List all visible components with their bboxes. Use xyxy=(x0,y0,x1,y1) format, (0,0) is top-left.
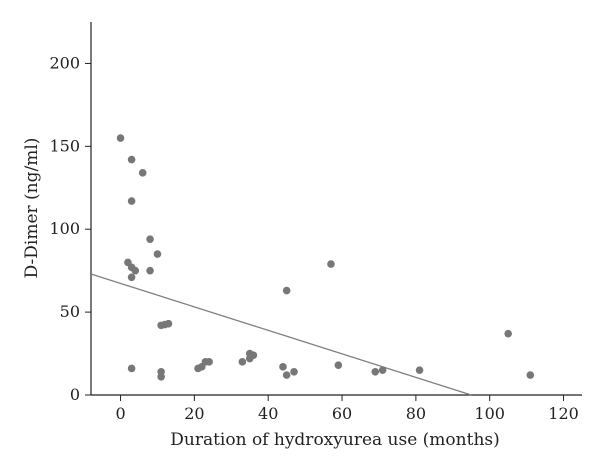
data-point xyxy=(371,367,380,376)
data-point xyxy=(164,319,173,328)
data-point xyxy=(290,367,298,376)
y-tick-label: 100 xyxy=(49,219,80,238)
x-tick-label: 60 xyxy=(332,404,352,423)
y-axis-title: D-Dimer (ng/ml) xyxy=(22,138,42,279)
y-ticks: 0 50 100 150 200 xyxy=(49,53,91,404)
data-point xyxy=(249,351,258,360)
data-points xyxy=(116,134,535,381)
data-point xyxy=(205,358,213,366)
x-tick-label: 80 xyxy=(406,404,426,423)
y-tick-label: 150 xyxy=(49,136,80,155)
x-axis-title: Duration of hydroxyurea use (months) xyxy=(170,430,500,450)
data-point xyxy=(157,372,165,381)
data-point xyxy=(146,266,154,275)
data-point xyxy=(378,366,387,374)
data-point xyxy=(127,197,136,205)
trend-line xyxy=(90,273,472,396)
data-point xyxy=(327,260,335,268)
x-tick-label: 100 xyxy=(474,404,505,423)
data-point xyxy=(146,235,154,243)
plot-area: 0 50 100 150 200 0 20 40 60 80 100 120 xyxy=(49,22,582,423)
y-tick-label: 0 xyxy=(70,385,80,404)
data-point xyxy=(334,361,343,369)
data-point xyxy=(127,364,136,373)
y-tick-label: 200 xyxy=(49,53,80,72)
data-point xyxy=(279,363,287,371)
data-point xyxy=(138,169,147,177)
data-point xyxy=(238,358,247,366)
y-tick-label: 50 xyxy=(60,302,80,321)
data-point xyxy=(153,250,162,258)
data-point xyxy=(127,155,136,164)
data-point xyxy=(504,329,512,338)
data-point xyxy=(526,371,535,379)
x-tick-label: 20 xyxy=(184,404,204,423)
x-ticks: 0 20 40 60 80 100 120 xyxy=(115,395,579,423)
data-point xyxy=(131,266,140,275)
x-tick-label: 120 xyxy=(548,404,579,423)
data-point xyxy=(282,286,291,295)
data-point xyxy=(415,366,424,374)
data-point xyxy=(282,371,291,379)
data-point xyxy=(116,134,125,142)
x-tick-label: 40 xyxy=(258,404,278,423)
data-point xyxy=(127,273,136,282)
x-tick-label: 0 xyxy=(115,404,125,423)
